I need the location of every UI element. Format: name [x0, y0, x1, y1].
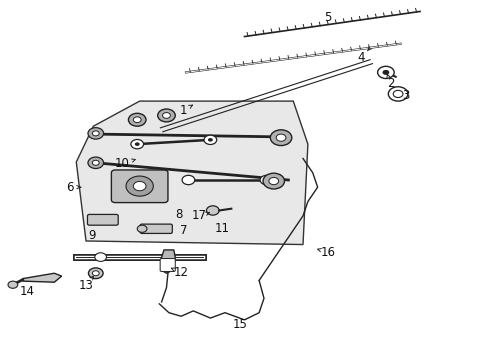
- Circle shape: [268, 177, 278, 185]
- Text: 14: 14: [20, 285, 35, 298]
- Polygon shape: [22, 273, 61, 282]
- FancyBboxPatch shape: [111, 170, 167, 203]
- Circle shape: [131, 139, 143, 149]
- Text: 5: 5: [323, 12, 330, 24]
- FancyBboxPatch shape: [87, 215, 118, 225]
- Circle shape: [137, 225, 147, 232]
- Circle shape: [206, 206, 219, 215]
- Circle shape: [260, 175, 272, 185]
- Text: 15: 15: [232, 318, 246, 331]
- Circle shape: [270, 130, 291, 145]
- FancyBboxPatch shape: [160, 258, 175, 271]
- Text: 13: 13: [79, 279, 93, 292]
- Circle shape: [377, 66, 393, 78]
- Circle shape: [126, 176, 153, 196]
- Text: 2: 2: [386, 77, 394, 90]
- Circle shape: [92, 160, 99, 165]
- Text: 3: 3: [401, 89, 408, 102]
- Text: 8: 8: [175, 208, 182, 221]
- Circle shape: [263, 173, 284, 189]
- Circle shape: [8, 281, 18, 288]
- Text: 16: 16: [320, 246, 335, 259]
- Circle shape: [128, 113, 146, 126]
- Circle shape: [276, 134, 285, 141]
- Text: 1: 1: [180, 104, 187, 117]
- FancyBboxPatch shape: [140, 224, 172, 233]
- Circle shape: [203, 135, 216, 144]
- Text: 4: 4: [357, 51, 365, 64]
- Text: 12: 12: [173, 266, 188, 279]
- Circle shape: [135, 142, 140, 146]
- Text: 6: 6: [66, 181, 74, 194]
- Text: 7: 7: [180, 224, 187, 237]
- Circle shape: [92, 271, 99, 276]
- Text: 11: 11: [215, 222, 229, 235]
- Text: 9: 9: [88, 229, 96, 242]
- Circle shape: [88, 128, 103, 139]
- Circle shape: [92, 131, 99, 136]
- Circle shape: [88, 268, 103, 279]
- Circle shape: [88, 157, 103, 168]
- Circle shape: [387, 87, 407, 101]
- Circle shape: [207, 138, 212, 141]
- Circle shape: [182, 175, 194, 185]
- Polygon shape: [160, 250, 175, 273]
- Circle shape: [95, 253, 106, 261]
- Circle shape: [158, 109, 175, 122]
- Text: 17: 17: [192, 210, 207, 222]
- Circle shape: [392, 90, 402, 98]
- Circle shape: [133, 181, 146, 191]
- Text: 10: 10: [114, 157, 129, 170]
- Circle shape: [162, 113, 170, 118]
- Circle shape: [133, 117, 141, 123]
- Circle shape: [382, 70, 388, 75]
- Polygon shape: [76, 101, 307, 244]
